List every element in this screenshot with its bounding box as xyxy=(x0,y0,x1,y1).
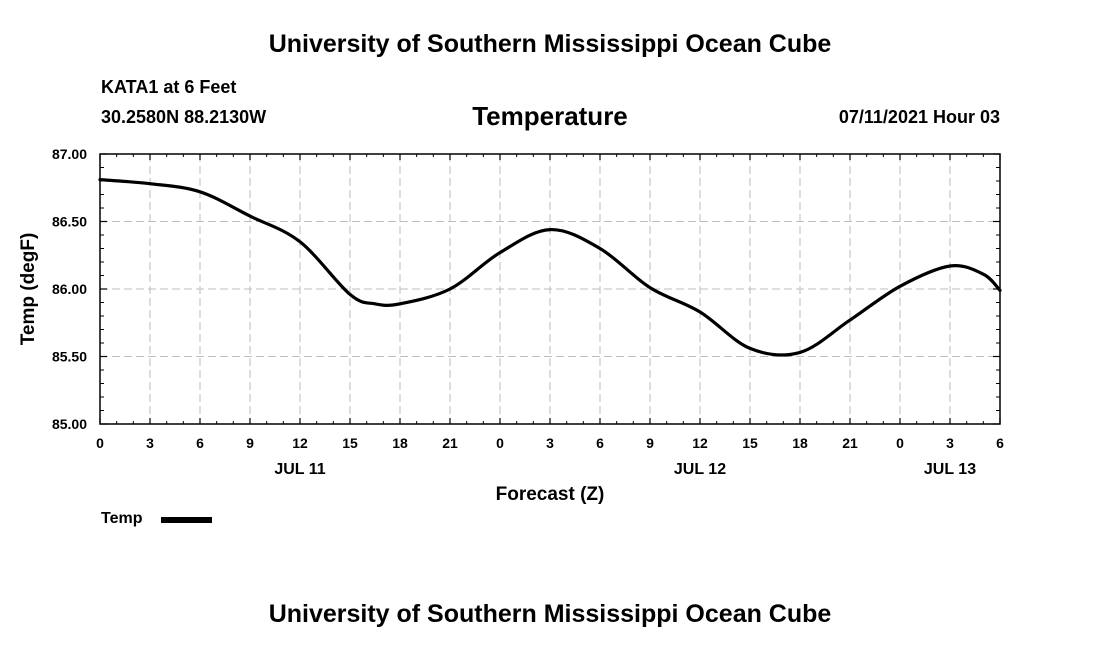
forecast-datetime: 07/11/2021 Hour 03 xyxy=(838,107,1000,127)
x-tick-label: 6 xyxy=(196,435,204,451)
y-tick-label: 85.50 xyxy=(52,349,87,365)
y-tick-label: 86.50 xyxy=(52,214,87,230)
series-group xyxy=(98,178,1002,357)
x-tick-label: 15 xyxy=(742,435,758,451)
grid xyxy=(100,154,1000,424)
legend-label: Temp xyxy=(101,510,143,527)
station-coordinates: 30.2580N 88.2130W xyxy=(101,107,267,127)
x-tick-label: 18 xyxy=(792,435,808,451)
x-tick-label: 3 xyxy=(946,435,954,451)
x-tick-label: 12 xyxy=(292,435,308,451)
legend-swatch xyxy=(161,517,212,523)
y-tick-label: 85.00 xyxy=(52,416,87,432)
footer-title: University of Southern Mississippi Ocean… xyxy=(268,600,832,628)
axis-labels: 0 3 6 9 12 15 18 21 0 3 6 9 12 15 18 21 0 3 6 JUL 11 JUL 12 J… xyxy=(52,146,1004,478)
x-tick-label: 3 xyxy=(146,435,154,451)
x-tick-label: 0 xyxy=(96,435,104,451)
chart-title: Temperature xyxy=(472,101,628,131)
y-axis-title: Temp (degF) xyxy=(18,233,39,346)
x-tick-label: 18 xyxy=(392,435,408,451)
date-label: JUL 12 xyxy=(674,461,726,478)
x-tick-label: 21 xyxy=(442,435,458,451)
date-label: JUL 13 xyxy=(924,461,976,478)
x-tick-label: 12 xyxy=(692,435,708,451)
y-tick-label: 87.00 xyxy=(52,146,87,162)
x-tick-label: 9 xyxy=(646,435,654,451)
x-axis-title: Forecast (Z) xyxy=(496,484,605,505)
temp-series-line xyxy=(98,178,1002,357)
x-tick-label: 6 xyxy=(996,435,1004,451)
x-tick-label: 0 xyxy=(896,435,904,451)
x-tick-label: 15 xyxy=(342,435,358,451)
x-tick-label: 9 xyxy=(246,435,254,451)
y-tick-label: 86.00 xyxy=(52,281,87,297)
page-title: University of Southern Mississippi Ocean… xyxy=(268,30,832,58)
date-label: JUL 11 xyxy=(274,461,325,478)
x-tick-label: 0 xyxy=(496,435,504,451)
x-tick-label: 21 xyxy=(842,435,858,451)
x-tick-label: 6 xyxy=(596,435,604,451)
station-label: KATA1 at 6 Feet xyxy=(101,77,237,97)
x-tick-label: 3 xyxy=(546,435,554,451)
